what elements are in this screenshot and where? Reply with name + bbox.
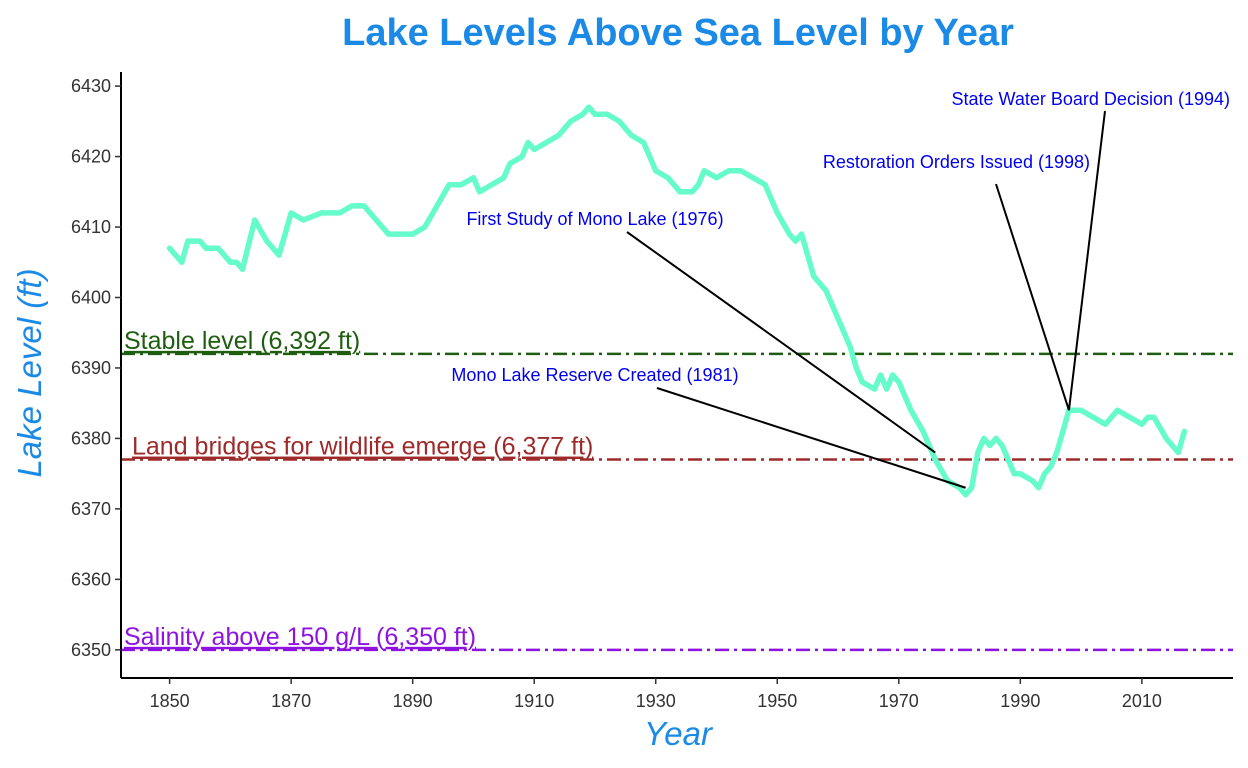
y-axis-title: Lake Level (ft) (11, 268, 48, 477)
annotation-label: Restoration Orders Issued (1998) (823, 152, 1090, 172)
x-tick-label: 1850 (150, 691, 190, 711)
x-ticks: 1850 1870 1890 1910 1930 1950 1970 1990 2010 (150, 678, 1162, 711)
y-tick-label: 6370 (71, 499, 111, 519)
reference-line-label: Salinity above 150 g/L (6,350 ft) (124, 623, 476, 651)
lake-level-line (166, 104, 1188, 498)
series-group (166, 104, 1188, 498)
reference-line-label: Land bridges for wildlife emerge (6,377 … (132, 433, 593, 461)
annotation-label: First Study of Mono Lake (1976) (466, 209, 723, 229)
x-axis-title: Year (644, 715, 714, 752)
y-tick-label: 6430 (71, 76, 111, 96)
y-ticks: 6350 6360 6370 6380 6390 6400 6410 6420 6430 (71, 76, 121, 660)
x-tick-label: 1990 (1000, 691, 1040, 711)
annotations: State Water Board Decision (1994) Restora… (451, 89, 1230, 489)
reference-lines: Stable level (6,392 ft) Land bridges for … (121, 327, 1233, 652)
annotation-label: Mono Lake Reserve Created (1981) (451, 365, 738, 385)
x-tick-label: 1970 (879, 691, 919, 711)
y-tick-label: 6350 (71, 640, 111, 660)
y-tick-label: 6380 (71, 428, 111, 448)
x-tick-label: 2010 (1122, 691, 1162, 711)
x-tick-label: 1890 (393, 691, 433, 711)
y-tick-label: 6400 (71, 287, 111, 307)
chart-title: Lake Levels Above Sea Level by Year (342, 12, 1014, 54)
reference-line-label: Stable level (6,392 ft) (124, 327, 360, 355)
y-tick-label: 6410 (71, 217, 111, 237)
y-tick-label: 6420 (71, 147, 111, 167)
annotation-connector (1067, 110, 1106, 411)
annotation-label: State Water Board Decision (1994) (952, 89, 1230, 109)
x-tick-label: 1910 (514, 691, 554, 711)
x-tick-label: 1870 (271, 691, 311, 711)
annotation-connector (995, 183, 1070, 411)
y-tick-label: 6360 (71, 569, 111, 589)
axes (120, 72, 1233, 679)
annotation-connector (626, 231, 936, 454)
x-tick-label: 1930 (636, 691, 676, 711)
x-tick-label: 1950 (757, 691, 797, 711)
y-tick-label: 6390 (71, 358, 111, 378)
annotation-connector (656, 387, 966, 489)
